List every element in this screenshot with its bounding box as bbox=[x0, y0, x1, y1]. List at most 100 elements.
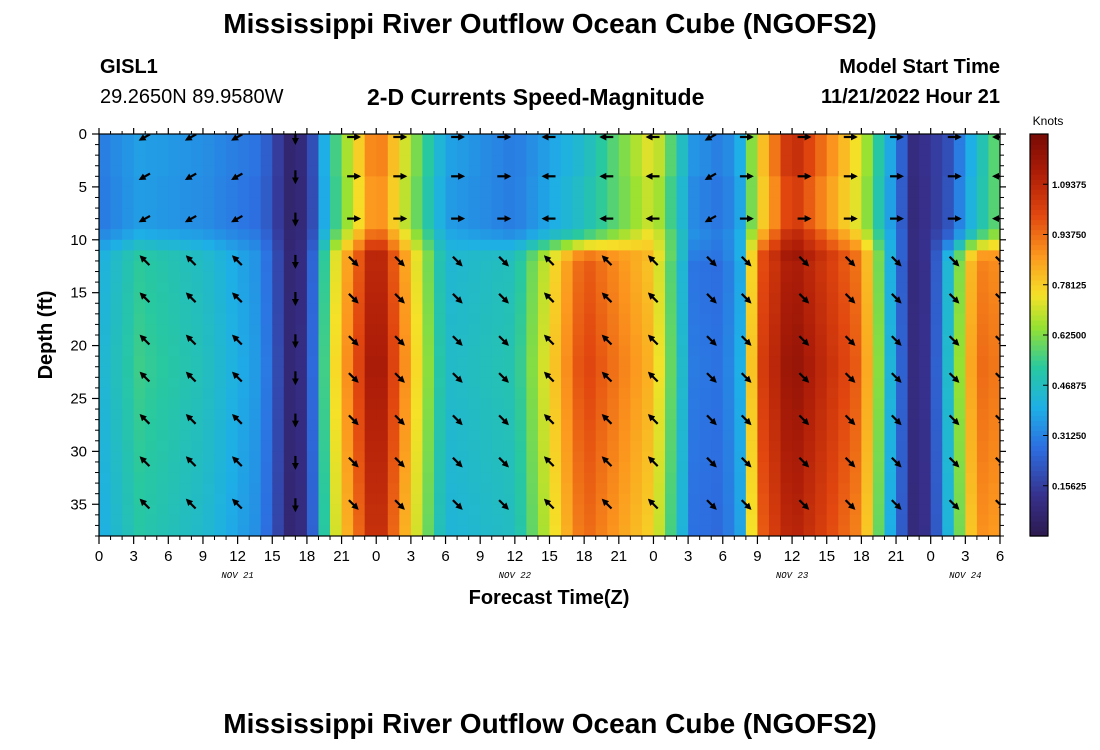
heat-cell bbox=[514, 303, 527, 315]
heat-cell bbox=[295, 504, 308, 516]
heat-cell bbox=[191, 366, 204, 378]
heat-cell bbox=[445, 483, 458, 495]
heat-cell bbox=[641, 239, 655, 251]
colorbar-segment bbox=[1030, 440, 1048, 447]
heat-cell bbox=[387, 514, 400, 527]
heat-cell bbox=[618, 282, 631, 294]
heat-cell bbox=[780, 440, 793, 452]
heat-cell bbox=[433, 155, 447, 167]
heat-cell bbox=[780, 525, 793, 536]
heat-cell bbox=[665, 134, 678, 146]
heat-cell bbox=[722, 271, 735, 283]
colorbar-segment bbox=[1030, 194, 1048, 200]
heat-cell bbox=[318, 197, 331, 209]
heat-cell bbox=[503, 514, 516, 527]
heat-cell bbox=[306, 134, 320, 146]
heat-cell bbox=[168, 208, 181, 220]
x-tick-label: 12 bbox=[229, 548, 246, 565]
heat-cell bbox=[433, 324, 447, 336]
heat-cell bbox=[976, 377, 990, 389]
heat-cell bbox=[803, 260, 816, 273]
colorbar-segment bbox=[1030, 234, 1048, 241]
heat-cell bbox=[618, 303, 631, 315]
heat-cell bbox=[630, 250, 643, 262]
heat-cell bbox=[780, 239, 793, 251]
heat-cell bbox=[561, 387, 574, 400]
heat-cell bbox=[133, 514, 146, 527]
heat-cell bbox=[179, 260, 193, 273]
heat-cell bbox=[122, 197, 135, 209]
heat-cell bbox=[330, 134, 343, 146]
heat-cell bbox=[861, 377, 874, 389]
heat-cell bbox=[537, 155, 551, 167]
heat-cell bbox=[237, 282, 250, 294]
heat-cell bbox=[688, 239, 701, 251]
heat-cell bbox=[376, 218, 389, 230]
heat-cell bbox=[306, 186, 320, 199]
heat-cell bbox=[341, 345, 354, 357]
heat-cell bbox=[110, 303, 123, 315]
heat-cell bbox=[838, 208, 851, 220]
current-arrow bbox=[647, 413, 659, 425]
heat-cell bbox=[353, 303, 366, 315]
heat-cell bbox=[549, 313, 562, 326]
heat-cell bbox=[202, 144, 216, 156]
heat-cell bbox=[907, 218, 920, 230]
current-arrow bbox=[891, 255, 902, 267]
heat-cell bbox=[688, 134, 701, 146]
heat-cell bbox=[549, 472, 562, 484]
heat-cell bbox=[965, 483, 978, 495]
heat-cell bbox=[214, 483, 227, 495]
current-arrow bbox=[452, 255, 463, 267]
heat-cell bbox=[653, 239, 666, 251]
heat-cell bbox=[503, 398, 516, 410]
heat-cell bbox=[699, 419, 712, 431]
heat-cell bbox=[815, 345, 828, 357]
heat-cell bbox=[849, 345, 862, 357]
heat-cell bbox=[942, 271, 955, 283]
heat-cell bbox=[768, 313, 782, 326]
heat-cell bbox=[249, 239, 262, 251]
heat-cell bbox=[976, 409, 990, 421]
heat-cell bbox=[618, 134, 631, 146]
heat-cell bbox=[249, 483, 262, 495]
colorbar-segment bbox=[1030, 375, 1048, 381]
heat-cell bbox=[826, 398, 839, 410]
heat-cell bbox=[688, 472, 701, 484]
heat-cell bbox=[549, 239, 562, 251]
heat-cell bbox=[861, 313, 874, 326]
heat-cell bbox=[283, 419, 296, 431]
heat-cell bbox=[815, 398, 828, 410]
heat-cell bbox=[630, 303, 643, 315]
heat-cell bbox=[156, 165, 169, 177]
colorbar-segment bbox=[1030, 184, 1048, 190]
heat-cell bbox=[757, 282, 770, 294]
heat-cell bbox=[295, 398, 308, 410]
heat-cell bbox=[457, 197, 470, 209]
heat-cell bbox=[815, 472, 828, 484]
heat-cell bbox=[191, 461, 204, 474]
current-arrow bbox=[647, 498, 659, 510]
heat-cell bbox=[688, 186, 701, 199]
heat-cell bbox=[283, 324, 296, 336]
heat-cell bbox=[665, 335, 678, 347]
heat-cell bbox=[780, 377, 793, 389]
heat-cell bbox=[745, 303, 759, 315]
heat-cell bbox=[445, 144, 458, 156]
heat-cell bbox=[410, 155, 424, 167]
heat-cell bbox=[561, 472, 574, 484]
heat-cell bbox=[838, 398, 851, 410]
heat-cell bbox=[202, 186, 216, 199]
heat-cell bbox=[930, 387, 943, 400]
y-tick-label: 5 bbox=[79, 179, 87, 196]
heat-cell bbox=[757, 186, 770, 199]
heat-cell bbox=[318, 409, 331, 421]
heat-cell bbox=[792, 155, 805, 167]
heat-cell bbox=[122, 292, 135, 304]
heat-cell bbox=[341, 356, 354, 368]
heat-cell bbox=[861, 144, 874, 156]
heat-cell bbox=[838, 176, 851, 188]
heat-cell bbox=[457, 134, 470, 146]
heat-cell bbox=[306, 377, 320, 389]
heat-cell bbox=[930, 398, 943, 410]
